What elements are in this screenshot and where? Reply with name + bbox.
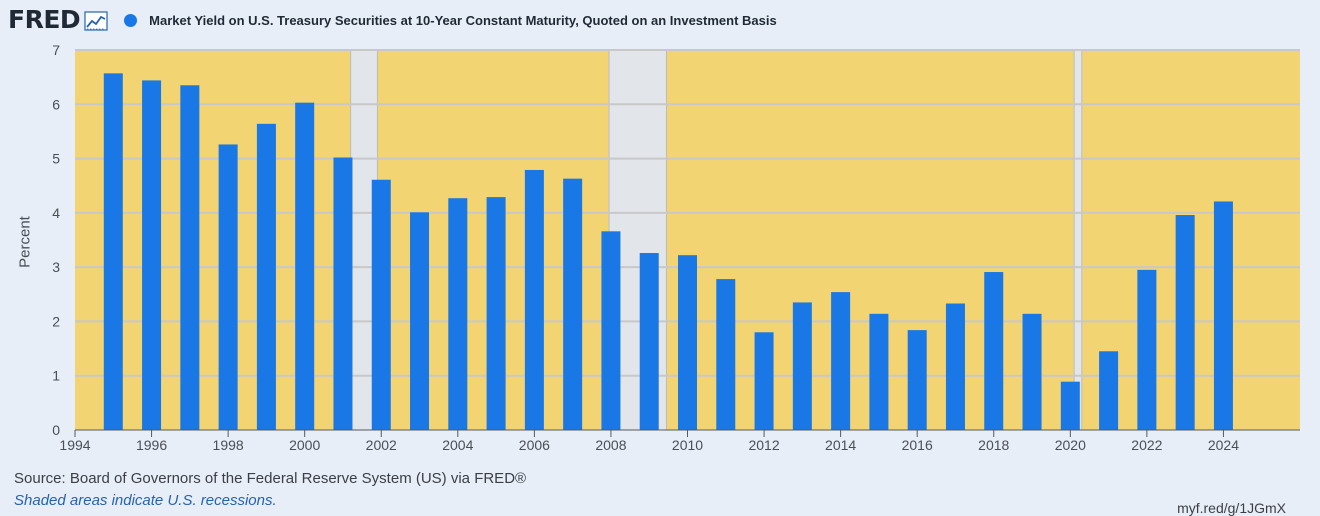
bar: [103, 73, 123, 430]
x-tick-label: 2024: [1208, 437, 1239, 453]
source-note: Source: Board of Governors of the Federa…: [14, 470, 527, 487]
bar: [563, 178, 583, 430]
x-tick-label: 1998: [213, 437, 244, 453]
bar: [601, 231, 621, 430]
bar: [639, 253, 659, 430]
x-tick-label: 2014: [825, 437, 856, 453]
bar: [907, 330, 927, 430]
x-tick-label: 2002: [366, 437, 397, 453]
bar: [945, 303, 965, 430]
x-tick-label: 2006: [519, 437, 550, 453]
bar: [486, 197, 506, 430]
x-tick-label: 2000: [289, 437, 320, 453]
x-tick-label: 2004: [442, 437, 473, 453]
x-tick-label: 2016: [902, 437, 933, 453]
bar: [295, 102, 315, 431]
bar: [1137, 269, 1157, 430]
y-tick-label: 0: [52, 422, 60, 438]
y-tick-label: 1: [52, 368, 60, 384]
bar: [984, 272, 1004, 430]
bar: [1213, 201, 1233, 430]
bar: [218, 144, 238, 430]
bar: [180, 85, 200, 431]
legend-series-label[interactable]: Market Yield on U.S. Treasury Securities…: [149, 12, 777, 28]
bar: [792, 302, 812, 430]
recession-shade: [1074, 50, 1082, 430]
x-tick-label: 2012: [748, 437, 779, 453]
bar: [371, 179, 391, 430]
y-tick-label: 6: [52, 96, 60, 112]
bar: [1022, 313, 1042, 430]
x-tick-label: 1996: [136, 437, 167, 453]
x-tick-label: 1994: [59, 437, 90, 453]
bar: [678, 255, 697, 430]
bar: [410, 212, 430, 430]
bar: [524, 169, 544, 430]
bar: [333, 157, 353, 430]
bar: [142, 80, 162, 431]
short-link[interactable]: myf.red/g/1JGmX: [1177, 500, 1286, 516]
bar: [256, 123, 276, 430]
bar-chart: 0 1 2 3 4 5 6 7 1994 1996 1998 2000 2002 2004 2006 2008…: [52, 42, 1300, 453]
bar: [1060, 381, 1080, 430]
y-tick-label: 5: [52, 151, 60, 167]
fred-logo[interactable]: FRED: [8, 5, 81, 34]
x-tick-label: 2022: [1131, 437, 1162, 453]
bar: [869, 313, 889, 430]
x-tick-label: 2008: [595, 437, 626, 453]
x-tick-label: 2020: [1055, 437, 1086, 453]
legend-marker: [124, 13, 138, 27]
y-tick-label: 4: [52, 205, 60, 221]
x-tick-label: 2018: [978, 437, 1009, 453]
bar: [716, 279, 736, 430]
bar: [448, 198, 468, 430]
bar: [1175, 215, 1195, 430]
y-tick-label: 7: [52, 42, 60, 58]
line-chart-icon: [84, 11, 108, 31]
bar: [1099, 351, 1119, 430]
x-tick-label: 2010: [672, 437, 703, 453]
y-tick-label: 3: [52, 259, 60, 275]
chart-header: FRED Market Yield on U.S. Treasury Secur…: [8, 6, 777, 34]
bar: [831, 292, 851, 430]
bar: [754, 332, 774, 430]
y-tick-label: 2: [52, 313, 60, 329]
recession-note: Shaded areas indicate U.S. recessions.: [14, 492, 277, 509]
